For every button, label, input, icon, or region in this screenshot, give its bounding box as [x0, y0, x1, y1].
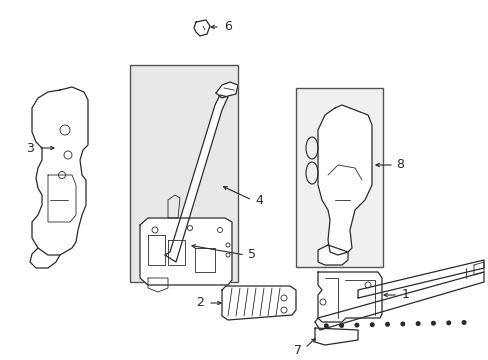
Circle shape — [446, 320, 450, 325]
Polygon shape — [140, 218, 231, 285]
Circle shape — [384, 322, 389, 327]
Polygon shape — [317, 245, 347, 265]
Text: 8: 8 — [395, 158, 403, 171]
Circle shape — [338, 323, 344, 328]
Text: 3: 3 — [26, 141, 34, 154]
Polygon shape — [357, 260, 483, 298]
Polygon shape — [216, 82, 238, 98]
Polygon shape — [314, 328, 357, 345]
Polygon shape — [32, 87, 88, 255]
Polygon shape — [194, 20, 209, 36]
Circle shape — [369, 322, 374, 327]
Polygon shape — [222, 286, 295, 320]
Text: 6: 6 — [224, 21, 231, 33]
Bar — [130, 65, 238, 282]
Circle shape — [415, 321, 420, 326]
Text: 2: 2 — [196, 297, 203, 310]
Text: 5: 5 — [247, 248, 256, 261]
Circle shape — [400, 321, 405, 327]
Polygon shape — [314, 272, 483, 330]
Circle shape — [354, 323, 359, 328]
Polygon shape — [317, 105, 371, 255]
Circle shape — [323, 323, 328, 328]
Bar — [295, 88, 382, 267]
Text: 1: 1 — [401, 288, 409, 302]
Circle shape — [461, 320, 466, 325]
Circle shape — [430, 321, 435, 326]
Text: 7: 7 — [293, 343, 302, 356]
Polygon shape — [317, 272, 381, 322]
Polygon shape — [148, 278, 168, 292]
Polygon shape — [164, 95, 227, 262]
Text: 4: 4 — [254, 194, 263, 207]
